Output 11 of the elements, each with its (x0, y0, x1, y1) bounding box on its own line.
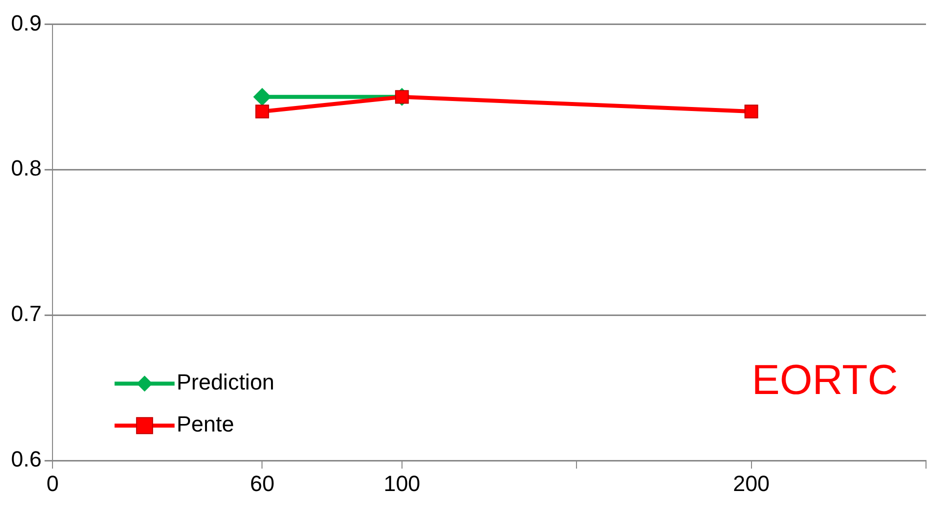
x-tick-label: 200 (732, 470, 770, 496)
legend-label: Prediction (176, 370, 274, 395)
annotation: EORTC (752, 356, 898, 404)
x-tick-label: 60 (250, 470, 274, 496)
y-tick-label: 0.6 (10, 446, 42, 472)
legend-label: Pente (176, 412, 234, 437)
y-tick-label: 0.9 (10, 10, 42, 36)
x-tick-label: 0 (46, 470, 59, 496)
y-tick-label: 0.8 (10, 156, 42, 181)
x-tick-label: 100 (384, 470, 420, 496)
y-tick-label: 0.7 (10, 301, 42, 326)
